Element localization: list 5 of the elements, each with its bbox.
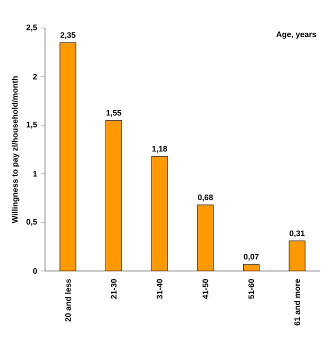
bar <box>152 156 168 271</box>
bar <box>288 240 306 271</box>
bar <box>197 204 214 271</box>
bar <box>106 120 122 271</box>
bar <box>60 42 76 271</box>
